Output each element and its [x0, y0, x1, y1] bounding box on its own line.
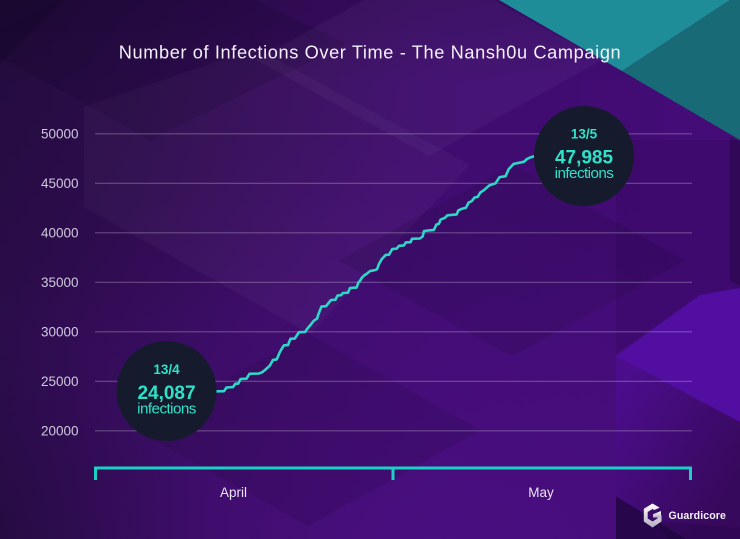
svg-text:infections: infections	[555, 165, 615, 182]
svg-text:infections: infections	[137, 401, 197, 418]
svg-text:40000: 40000	[41, 226, 79, 241]
svg-text:May: May	[528, 485, 554, 500]
svg-text:25000: 25000	[41, 374, 79, 389]
svg-text:50000: 50000	[41, 127, 79, 142]
svg-text:April: April	[220, 485, 247, 500]
svg-text:47,985: 47,985	[555, 148, 614, 169]
svg-text:24,087: 24,087	[137, 383, 195, 404]
svg-text:20000: 20000	[41, 424, 79, 439]
svg-text:13/4: 13/4	[153, 362, 180, 377]
svg-text:Number of Infections Over Time: Number of Infections Over Time - The Nan…	[119, 43, 622, 63]
svg-text:35000: 35000	[41, 275, 79, 290]
svg-text:Guardicore: Guardicore	[669, 510, 727, 522]
svg-text:45000: 45000	[41, 176, 79, 191]
svg-text:30000: 30000	[41, 325, 79, 340]
svg-text:13/5: 13/5	[571, 127, 598, 142]
